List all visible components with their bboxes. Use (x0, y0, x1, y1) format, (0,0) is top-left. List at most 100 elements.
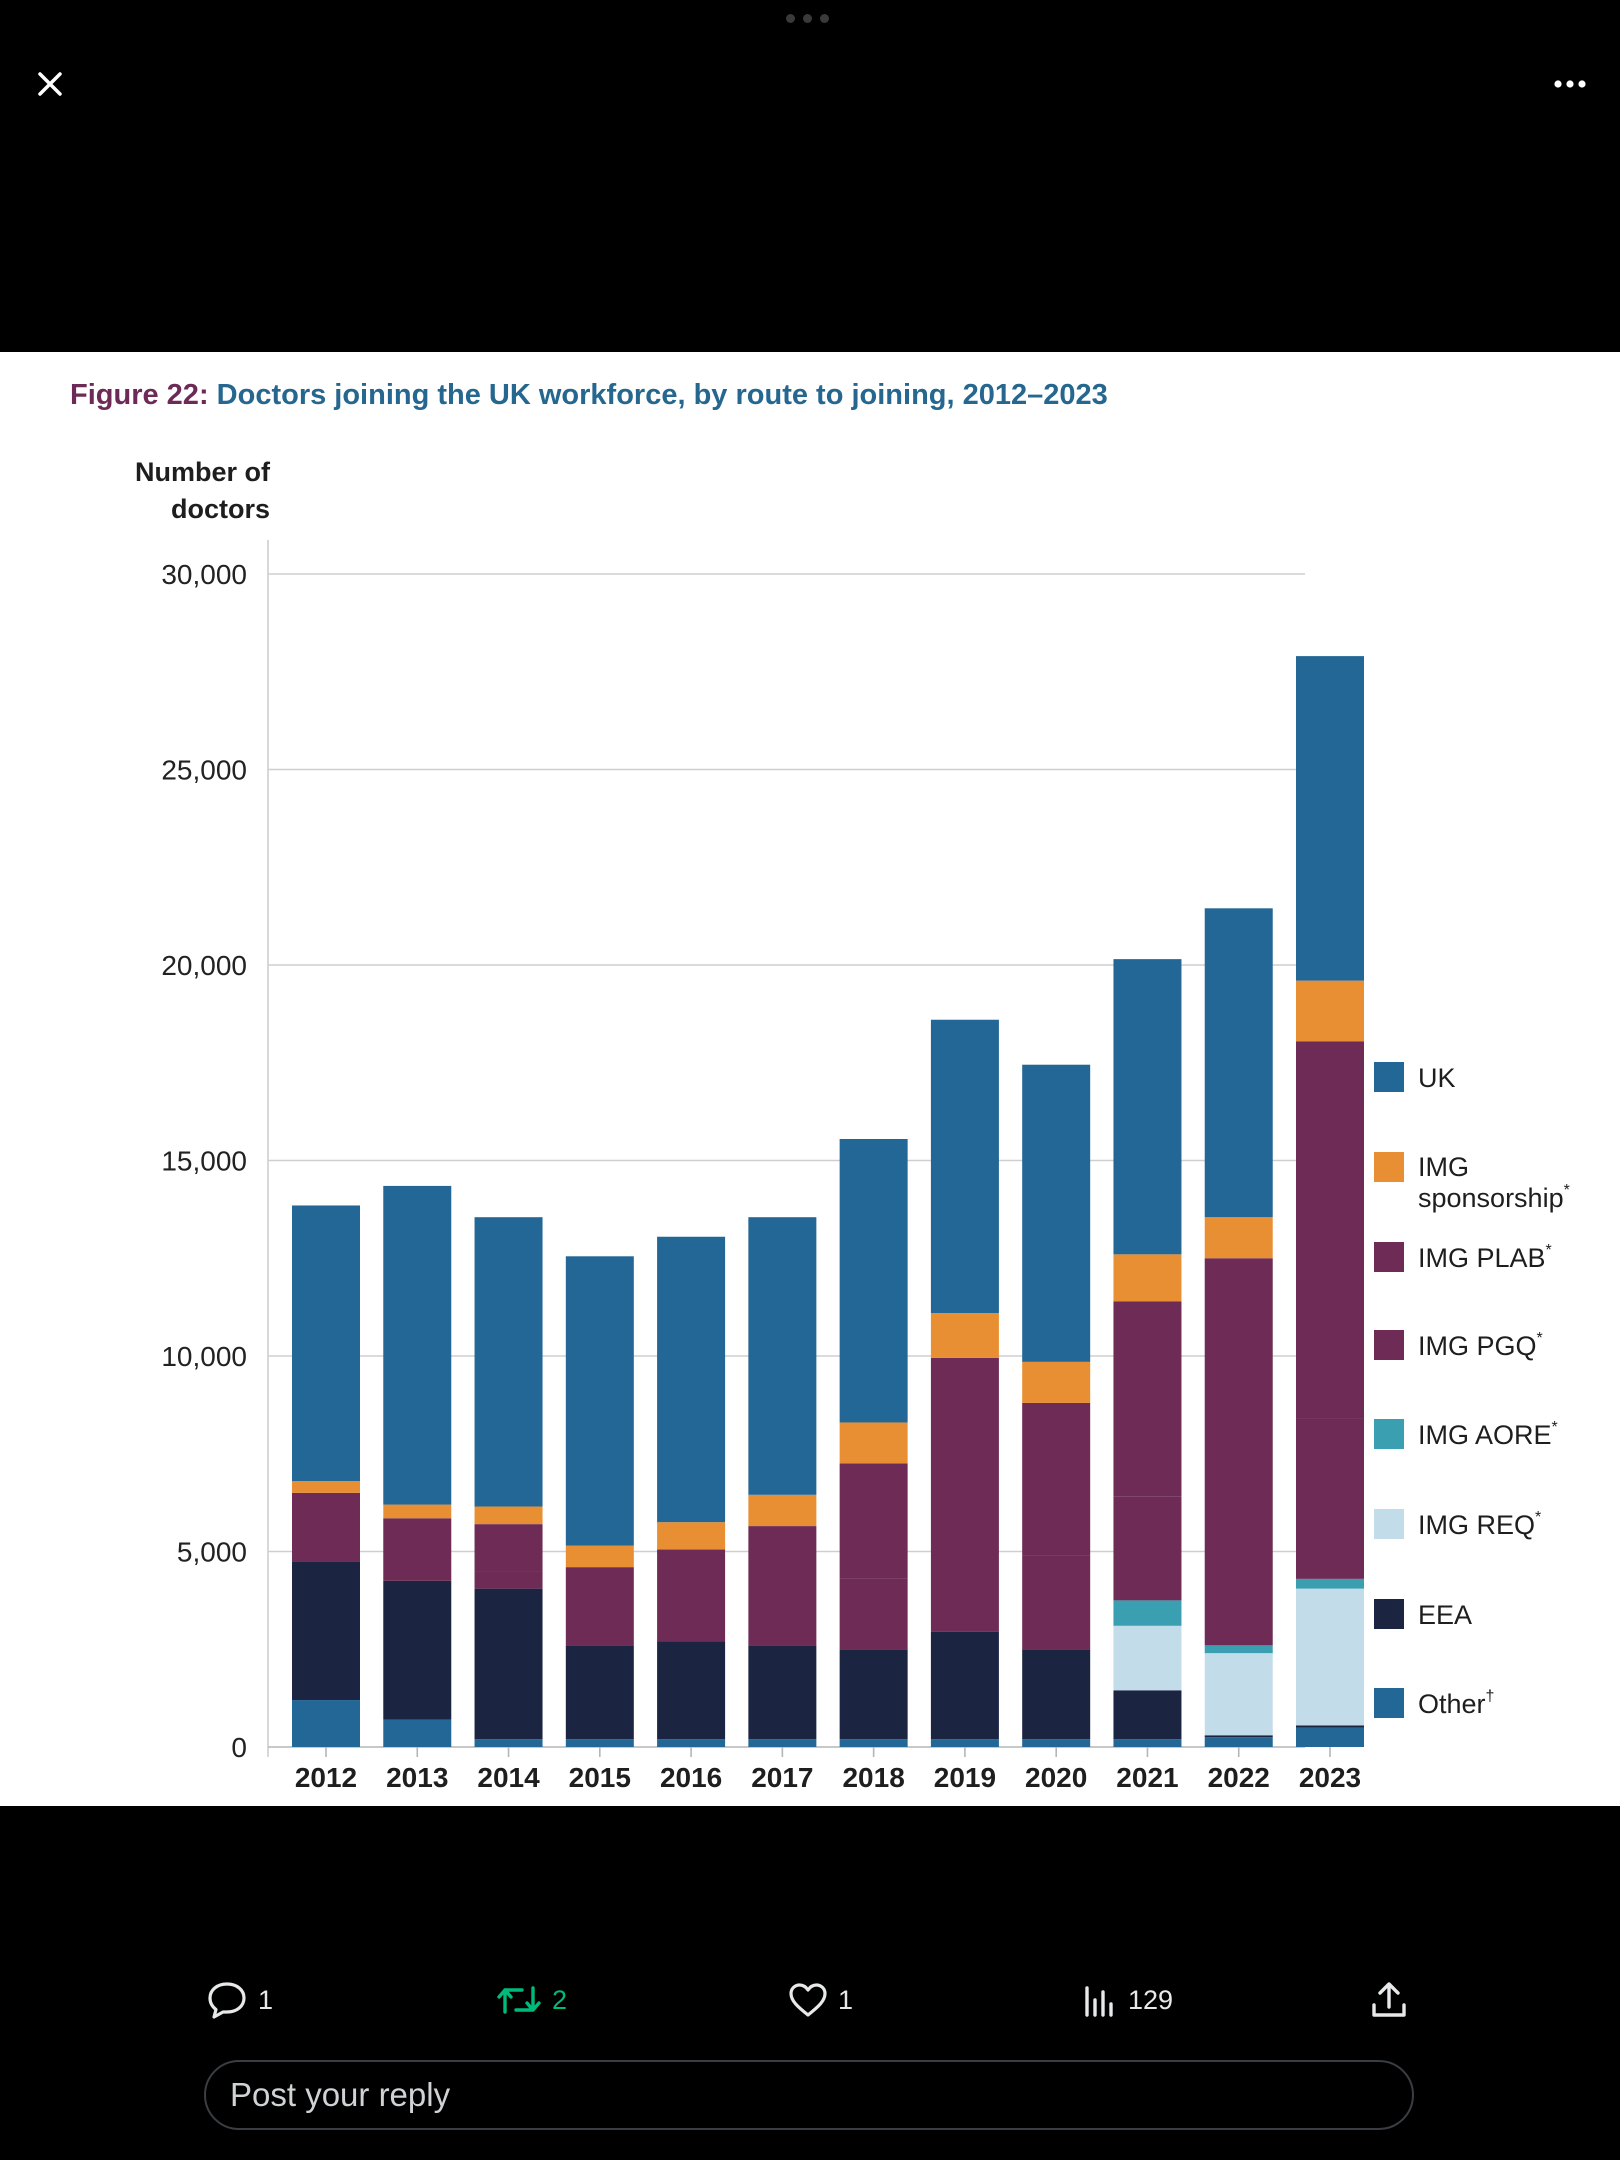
more-options-button[interactable] (1542, 56, 1598, 112)
bar-segment-eea (748, 1645, 817, 1740)
y-tick-label: 20,000 (161, 950, 247, 981)
x-tick-label: 2022 (1208, 1762, 1270, 1793)
bar-segment-other (1022, 1739, 1091, 1747)
bar-segment-uk (1204, 908, 1273, 1218)
bar-segment-other (748, 1739, 817, 1747)
bar-segment-img-plab (657, 1549, 726, 1642)
bar-segment-img-plab (383, 1518, 452, 1581)
bar-segment-img-plab (839, 1463, 908, 1579)
bar-segment-uk (1022, 1064, 1091, 1362)
bar-segment-img-req (1113, 1625, 1182, 1691)
bar-segment-img-sponsorship (839, 1422, 908, 1464)
bar-segment-img-pgq (1113, 1496, 1182, 1601)
bar-segment-img-plab (748, 1526, 817, 1646)
close-button[interactable] (22, 56, 78, 112)
legend-label-line: IMG PLAB (1418, 1243, 1546, 1273)
y-axis-label-line: Number of (135, 457, 271, 487)
legend-swatch (1374, 1062, 1404, 1092)
bar-segment-eea (1022, 1649, 1091, 1740)
bar-segment-other (657, 1739, 726, 1747)
legend-label: IMG sponsorship* (1418, 1152, 1570, 1213)
legend-footnote-marker: † (1486, 1688, 1495, 1705)
bar-segment-img-req (1204, 1653, 1273, 1736)
bar-segment-eea (292, 1561, 360, 1701)
y-tick-label: 0 (231, 1732, 247, 1763)
legend-swatch (1374, 1509, 1404, 1539)
like-count: 1 (838, 1984, 854, 2015)
bar-segment-eea (1204, 1735, 1273, 1738)
view-count: 129 (1128, 1984, 1174, 2015)
bar-segment-other (1113, 1739, 1182, 1747)
figure-title: Figure 22: Doctors joining the UK workfo… (70, 379, 1108, 412)
reply-input[interactable] (228, 2075, 1412, 2115)
y-tick-label: 5,000 (177, 1537, 247, 1568)
x-tick-label: 2021 (1116, 1762, 1178, 1793)
legend-label-line: IMG PGQ (1418, 1331, 1537, 1361)
share-action[interactable] (1370, 1970, 1408, 2030)
bar-segment-img-sponsorship (1022, 1361, 1091, 1403)
legend-footnote-marker: * (1552, 1419, 1558, 1436)
x-tick-label: 2014 (477, 1762, 540, 1793)
x-tick-label: 2019 (934, 1762, 996, 1793)
legend-label: IMG AORE* (1418, 1419, 1558, 1450)
views-action[interactable]: 129 (1082, 1970, 1173, 2030)
bar-segment-img-pgq (1296, 1418, 1364, 1579)
figure-label: Figure 22 (70, 379, 199, 411)
bar-segment-img-sponsorship (1296, 980, 1364, 1042)
legend-swatch (1374, 1599, 1404, 1629)
legend-label-line: sponsorship (1418, 1183, 1564, 1213)
bar-segment-eea (657, 1641, 726, 1740)
y-axis-label: Number of doctors (135, 457, 271, 524)
like-action[interactable]: 1 (788, 1970, 853, 2030)
bar-segment-img-aore (1204, 1645, 1273, 1654)
legend-label-line: IMG AORE (1418, 1420, 1552, 1450)
reply-action[interactable]: 1 (206, 1970, 273, 2030)
stacked-bar-chart: Number of doctors 0 5,000 10,000 15,000 20,000… (135, 457, 1570, 1793)
reply-composer[interactable] (204, 2060, 1414, 2130)
bar-segment-img-plab (1204, 1258, 1273, 1646)
action-bar: 1 2 1 129 (0, 1970, 1620, 2030)
more-horizontal-icon (1554, 80, 1586, 88)
x-tick-label: 2012 (295, 1762, 357, 1793)
bar-segment-uk (383, 1185, 452, 1505)
legend-label: Other† (1418, 1688, 1494, 1719)
bar-segment-other (292, 1700, 360, 1747)
x-tick-label: 2020 (1025, 1762, 1087, 1793)
bar-segment-other (565, 1739, 634, 1747)
bar-segment-img-sponsorship (292, 1481, 360, 1493)
bar-segment-img-sponsorship (383, 1504, 452, 1519)
bar-segment-img-sponsorship (474, 1506, 543, 1525)
legend-label-line: Other (1418, 1689, 1486, 1719)
reply-count: 1 (258, 1984, 274, 2015)
bar-segment-img-plab (1113, 1301, 1182, 1497)
retweet-count: 2 (552, 1984, 568, 2015)
legend-label: IMG REQ* (1418, 1509, 1541, 1540)
legend-label: UK (1418, 1063, 1456, 1093)
page-indicator (786, 14, 829, 23)
legend-swatch (1374, 1152, 1404, 1182)
legend-footnote-marker: * (1564, 1182, 1570, 1199)
legend-swatch (1374, 1242, 1404, 1272)
legend-label: IMG PGQ* (1418, 1330, 1543, 1361)
x-tick-label: 2016 (660, 1762, 722, 1793)
legend-swatch (1374, 1419, 1404, 1449)
legend-footnote-marker: * (1535, 1509, 1541, 1526)
y-tick-label: 15,000 (161, 1146, 247, 1177)
bar-segment-other (930, 1739, 999, 1747)
bar-segment-eea (839, 1649, 908, 1740)
bar-segment-eea (1113, 1690, 1182, 1740)
top-bar (0, 0, 1620, 352)
bar-segment-uk (565, 1256, 634, 1546)
bar-segment-img-sponsorship (748, 1494, 817, 1527)
bar-segment-img-aore (1296, 1578, 1364, 1589)
bar-segment-img-pgq (839, 1578, 908, 1650)
reply-icon (208, 1982, 246, 2019)
bar-segment-uk (657, 1236, 726, 1523)
y-axis-label-line: doctors (171, 494, 270, 524)
bar-segment-eea (930, 1631, 999, 1740)
bar-segment-other (1296, 1727, 1364, 1747)
retweet-action[interactable]: 2 (496, 1970, 567, 2030)
x-tick-label: 2013 (386, 1762, 448, 1793)
figure-title-text: Doctors joining the UK workforce, by rou… (216, 379, 1108, 411)
y-tick-label: 10,000 (161, 1341, 247, 1372)
